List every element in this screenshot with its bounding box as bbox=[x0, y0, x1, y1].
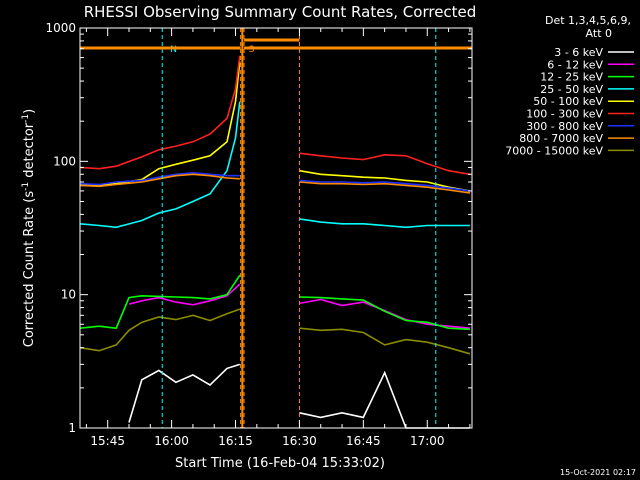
y-axis-label-main: Corrected Count Rate (s bbox=[22, 191, 37, 348]
x-tick-label-16-00: 16:00 bbox=[154, 434, 189, 448]
y-tick-label-10: 10 bbox=[61, 288, 76, 302]
y-axis-label: Corrected Count Rate (s-1 detector-1) bbox=[21, 109, 37, 347]
x-tick-label-15-45: 15:45 bbox=[90, 434, 125, 448]
x-tick-label-16-30: 16:30 bbox=[282, 434, 317, 448]
marker-n-label: N bbox=[170, 45, 177, 55]
footer-timestamp: 15-Oct-2021 02:17 bbox=[560, 468, 636, 477]
series-25-50-kev bbox=[79, 101, 470, 229]
y-axis-label-mid: detector bbox=[22, 122, 37, 182]
x-tick-label-17-00: 17:00 bbox=[410, 434, 445, 448]
y-axis-label-sup2: -1 bbox=[21, 114, 31, 123]
series-layer bbox=[79, 55, 471, 429]
series-7000-15000-kev bbox=[79, 308, 471, 355]
legend-label-3-6-kev: 3 - 6 keV bbox=[554, 46, 603, 59]
marker-s-label: S bbox=[249, 45, 255, 55]
legend-label-25-50-kev: 25 - 50 keV bbox=[540, 83, 603, 96]
x-axis-label: Start Time (16-Feb-04 15:33:02) bbox=[175, 456, 385, 471]
legend-header-line-2: Att 0 bbox=[586, 27, 612, 40]
series-50-100-kev bbox=[79, 61, 471, 192]
legend-label-800-7000-kev: 800 - 7000 keV bbox=[519, 132, 603, 145]
legend-label-6-12-kev: 6 - 12 keV bbox=[547, 58, 603, 71]
series-800-7000-kev bbox=[79, 173, 471, 194]
series-300-800-kev bbox=[79, 171, 471, 192]
y-axis-label-sup1: -1 bbox=[21, 182, 31, 191]
legend-label-12-25-kev: 12 - 25 keV bbox=[540, 71, 603, 84]
series-12-25-kev bbox=[79, 274, 470, 331]
legend-label-300-800-kev: 300 - 800 keV bbox=[526, 120, 603, 133]
x-tick-label-16-15: 16:15 bbox=[218, 434, 253, 448]
legend-label-50-100-kev: 50 - 100 keV bbox=[533, 95, 603, 108]
axis-layer: 1 10 100 1000 15:45 16:00 16:15 16:30 16:45 17:00 bbox=[45, 21, 472, 448]
x-tick-label-16-45: 16:45 bbox=[346, 434, 381, 448]
plot-frame bbox=[79, 27, 473, 429]
y-tick-label-1: 1 bbox=[68, 421, 76, 435]
y-axis-label-end: ) bbox=[22, 109, 37, 114]
chart-title: RHESSI Observing Summary Count Rates, Co… bbox=[84, 3, 477, 21]
legend-label-7000-15000-kev: 7000 - 15000 keV bbox=[505, 144, 603, 157]
legend-label-100-300-kev: 100 - 300 keV bbox=[526, 108, 603, 121]
legend-header-line-1: Det 1,3,4,5,6,9, bbox=[545, 14, 631, 27]
y-tick-label-1000: 1000 bbox=[45, 21, 76, 35]
series-100-300-kev bbox=[79, 55, 471, 176]
y-tick-label-100: 100 bbox=[53, 154, 76, 168]
